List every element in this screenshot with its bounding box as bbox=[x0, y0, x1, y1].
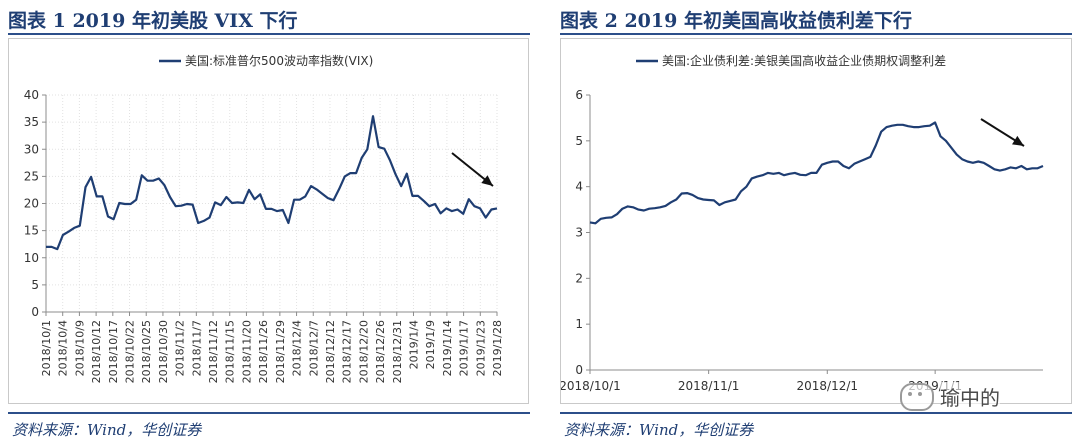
y-tick-label-1: 5 bbox=[31, 278, 39, 292]
left-figure-title: 图表 1 2019 年初美股 VIX 下行 bbox=[8, 10, 298, 32]
y-tick-label-6: 30 bbox=[24, 142, 39, 156]
x-tick-label-17: 2018/12/12 bbox=[324, 320, 337, 383]
y-tick-label-5: 25 bbox=[24, 169, 39, 183]
x-tick-label-16: 2018/12/7 bbox=[307, 320, 320, 376]
y-tick-label-2: 2 bbox=[575, 271, 583, 285]
y-tick-label-3: 3 bbox=[575, 226, 583, 240]
y-tick-label-1: 1 bbox=[575, 317, 583, 331]
y-tick-label-2: 10 bbox=[24, 251, 39, 265]
x-tick-label-0: 2018/10/1 bbox=[40, 320, 53, 376]
x-tick-label-8: 2018/11/2 bbox=[174, 320, 187, 376]
watermark-text: 瑜中的 bbox=[940, 382, 1000, 411]
x-tick-label-14: 2018/11/29 bbox=[274, 320, 287, 383]
x-tick-label-3: 2018/10/12 bbox=[90, 320, 103, 383]
x-tick-label-13: 2018/11/26 bbox=[257, 320, 270, 383]
y-tick-label-8: 40 bbox=[24, 88, 39, 102]
x-tick-label-25: 2019/1/17 bbox=[458, 320, 471, 376]
y-tick-label-4: 4 bbox=[575, 180, 583, 194]
left-title-rule bbox=[8, 33, 530, 35]
x-tick-label-2: 2018/12/1 bbox=[797, 379, 859, 393]
trend-arrow-head bbox=[1012, 135, 1024, 146]
series-line bbox=[46, 115, 498, 251]
y-tick-label-0: 0 bbox=[575, 363, 583, 377]
x-tick-label-9: 2018/11/7 bbox=[190, 320, 203, 376]
right-title-rule bbox=[560, 33, 1072, 35]
x-tick-label-20: 2018/12/26 bbox=[374, 320, 387, 383]
y-tick-label-0: 0 bbox=[31, 305, 39, 319]
x-tick-label-15: 2018/12/4 bbox=[291, 320, 304, 376]
right-chart-frame: 0 1 2 3 4 5 6 2018/10/1 2018/11/1 2018/12/1 2019/1… bbox=[559, 38, 1072, 404]
watermark: 瑜中的 bbox=[900, 382, 1000, 411]
y-tick-label-3: 15 bbox=[24, 224, 39, 238]
series-line bbox=[589, 121, 1044, 225]
trend-arrow-head bbox=[481, 175, 493, 186]
x-tick-label-19: 2018/12/20 bbox=[357, 320, 370, 383]
x-tick-label-23: 2019/1/9 bbox=[424, 320, 437, 369]
x-tick-label-21: 2018/12/31 bbox=[391, 320, 404, 383]
x-tick-label-1: 2018/11/1 bbox=[678, 379, 740, 393]
y-tick-label-4: 20 bbox=[24, 197, 39, 211]
y-tick-label-6: 6 bbox=[575, 88, 583, 102]
x-tick-label-6: 2018/10/25 bbox=[140, 320, 153, 383]
x-tick-label-2: 2018/10/9 bbox=[73, 320, 86, 376]
right-source-note: 资料来源：Wind，华创证券 bbox=[564, 421, 754, 439]
left-source-rule bbox=[8, 412, 530, 414]
x-tick-label-10: 2018/11/12 bbox=[207, 320, 220, 383]
x-tick-label-11: 2018/11/15 bbox=[224, 320, 237, 383]
legend-label: 美国:标准普尔500波动率指数(VIX) bbox=[185, 53, 373, 68]
x-tick-label-0: 2018/10/1 bbox=[561, 379, 621, 393]
left-chart-frame: 0 5 10 15 20 25 30 35 40 2018/10/1 2018/10/4 2018/1… bbox=[8, 38, 529, 404]
x-tick-label-1: 2018/10/4 bbox=[57, 320, 70, 376]
legend-label: 美国:企业债利差:美银美国高收益企业债期权调整利差 bbox=[662, 53, 946, 68]
x-tick-label-18: 2018/12/17 bbox=[341, 320, 354, 383]
x-tick-label-26: 2019/1/23 bbox=[474, 320, 487, 376]
y-tick-label-5: 5 bbox=[575, 134, 583, 148]
x-tick-label-7: 2018/10/30 bbox=[157, 320, 170, 383]
right-source-rule bbox=[560, 412, 1072, 414]
x-tick-label-12: 2018/11/20 bbox=[240, 320, 253, 383]
x-tick-label-24: 2019/1/14 bbox=[441, 320, 454, 376]
y-tick-label-7: 35 bbox=[24, 115, 39, 129]
x-tick-label-22: 2019/1/4 bbox=[407, 320, 420, 369]
right-figure-title: 图表 2 2019 年初美国高收益债利差下行 bbox=[560, 10, 912, 32]
wechat-logo-icon bbox=[900, 382, 934, 411]
x-tick-label-4: 2018/10/17 bbox=[107, 320, 120, 383]
x-tick-label-27: 2019/1/28 bbox=[491, 320, 504, 376]
x-tick-label-5: 2018/10/22 bbox=[124, 320, 137, 383]
left-source-note: 资料来源：Wind，华创证券 bbox=[12, 421, 202, 439]
